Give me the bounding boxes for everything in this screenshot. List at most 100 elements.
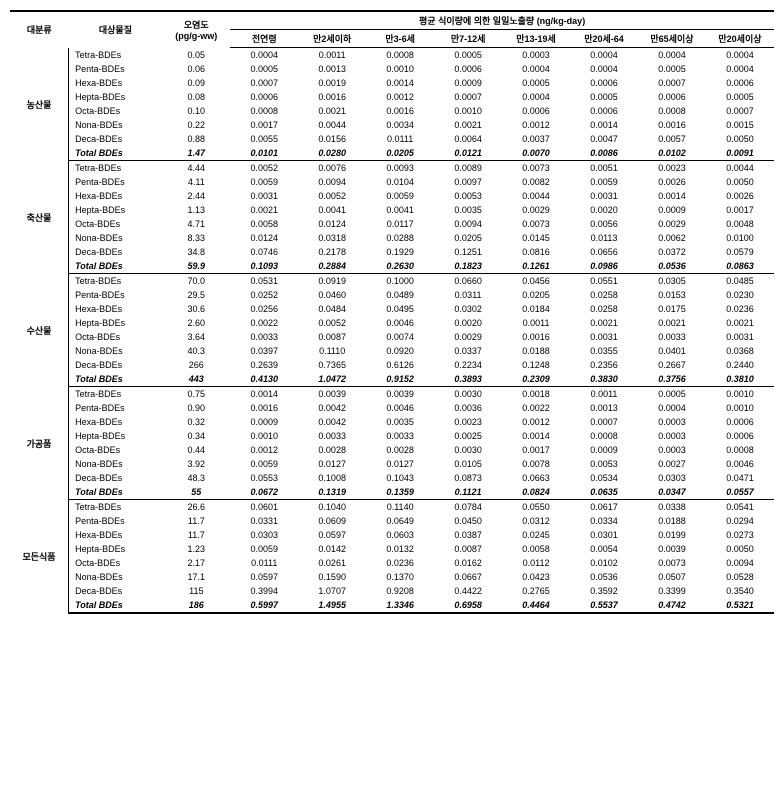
value-cell: 0.0121 xyxy=(434,146,502,161)
value-cell: 0.0006 xyxy=(638,90,706,104)
value-cell: 0.0041 xyxy=(366,203,434,217)
value-cell: 0.0006 xyxy=(502,104,570,118)
value-cell: 0.0018 xyxy=(502,387,570,402)
category-cell: 수산물 xyxy=(10,274,69,387)
contamination-cell: 48.3 xyxy=(162,471,230,485)
value-cell: 0.1093 xyxy=(230,259,298,274)
value-cell: 0.0028 xyxy=(366,443,434,457)
category-cell: 모든식품 xyxy=(10,500,69,614)
value-cell: 0.0368 xyxy=(706,344,774,358)
value-cell: 0.0004 xyxy=(570,48,638,63)
substance-cell: Deca-BDEs xyxy=(69,245,163,259)
value-cell: 0.0052 xyxy=(298,316,366,330)
value-cell: 0.0617 xyxy=(570,500,638,515)
value-cell: 0.1590 xyxy=(298,570,366,584)
table-row: 축산물Tetra-BDEs4.440.00520.00760.00930.008… xyxy=(10,161,774,176)
value-cell: 0.1040 xyxy=(298,500,366,515)
contamination-cell: 29.5 xyxy=(162,288,230,302)
value-cell: 0.0093 xyxy=(366,161,434,176)
value-cell: 0.0016 xyxy=(366,104,434,118)
substance-cell: Nona-BDEs xyxy=(69,570,163,584)
value-cell: 0.0014 xyxy=(570,118,638,132)
value-cell: 0.0094 xyxy=(706,556,774,570)
value-cell: 0.0003 xyxy=(502,48,570,63)
value-cell: 0.0603 xyxy=(366,528,434,542)
table-row: Nona-BDEs3.920.00590.01270.01270.01050.0… xyxy=(10,457,774,471)
value-cell: 0.0044 xyxy=(706,161,774,176)
value-cell: 0.0026 xyxy=(706,189,774,203)
value-cell: 0.0667 xyxy=(434,570,502,584)
value-cell: 0.0006 xyxy=(570,76,638,90)
value-cell: 0.1261 xyxy=(502,259,570,274)
table-row: Hepta-BDEs0.340.00100.00330.00330.00250.… xyxy=(10,429,774,443)
substance-cell: Hepta-BDEs xyxy=(69,429,163,443)
value-cell: 0.0006 xyxy=(230,90,298,104)
value-cell: 0.0059 xyxy=(570,175,638,189)
value-cell: 0.0059 xyxy=(230,542,298,556)
value-cell: 0.0046 xyxy=(706,457,774,471)
value-cell: 0.0007 xyxy=(230,76,298,90)
value-cell: 0.0553 xyxy=(230,471,298,485)
value-cell: 0.0013 xyxy=(570,401,638,415)
value-cell: 0.0039 xyxy=(298,387,366,402)
value-cell: 0.0037 xyxy=(502,132,570,146)
contamination-label: 오염도 xyxy=(184,20,209,30)
table-row: Octa-BDEs0.440.00120.00280.00280.00300.0… xyxy=(10,443,774,457)
value-cell: 0.0014 xyxy=(502,429,570,443)
value-cell: 0.0082 xyxy=(502,175,570,189)
value-cell: 0.0252 xyxy=(230,288,298,302)
value-cell: 0.0012 xyxy=(230,443,298,457)
value-cell: 0.0026 xyxy=(638,175,706,189)
value-cell: 0.0311 xyxy=(434,288,502,302)
value-cell: 0.0006 xyxy=(706,415,774,429)
substance-cell: Deca-BDEs xyxy=(69,132,163,146)
header-exposure-group: 평균 식이량에 의한 일일노출량 (ng/kg-day) xyxy=(230,11,774,30)
value-cell: 0.0021 xyxy=(298,104,366,118)
value-cell: 0.0004 xyxy=(638,401,706,415)
table-row: Octa-BDEs0.100.00080.00210.00160.00100.0… xyxy=(10,104,774,118)
table-row: Hexa-BDEs0.320.00090.00420.00350.00230.0… xyxy=(10,415,774,429)
value-cell: 0.0058 xyxy=(230,217,298,231)
value-cell: 0.3994 xyxy=(230,584,298,598)
value-cell: 0.0031 xyxy=(706,330,774,344)
contamination-cell: 59.9 xyxy=(162,259,230,274)
value-cell: 0.0008 xyxy=(366,48,434,63)
contamination-cell: 0.75 xyxy=(162,387,230,402)
value-cell: 0.0288 xyxy=(366,231,434,245)
value-cell: 0.0008 xyxy=(570,429,638,443)
table-row: Hepta-BDEs0.080.00060.00160.00120.00070.… xyxy=(10,90,774,104)
value-cell: 0.0013 xyxy=(298,62,366,76)
value-cell: 0.0331 xyxy=(230,514,298,528)
value-cell: 0.3540 xyxy=(706,584,774,598)
substance-cell: Penta-BDEs xyxy=(69,62,163,76)
substance-cell: Hexa-BDEs xyxy=(69,302,163,316)
value-cell: 0.0006 xyxy=(434,62,502,76)
value-cell: 0.1140 xyxy=(366,500,434,515)
category-cell: 농산물 xyxy=(10,48,69,161)
contamination-cell: 0.44 xyxy=(162,443,230,457)
contamination-cell: 40.3 xyxy=(162,344,230,358)
value-cell: 0.0074 xyxy=(366,330,434,344)
value-cell: 0.0058 xyxy=(502,542,570,556)
value-cell: 0.3830 xyxy=(570,372,638,387)
value-cell: 0.0046 xyxy=(366,401,434,415)
value-cell: 0.0011 xyxy=(502,316,570,330)
value-cell: 0.0029 xyxy=(502,203,570,217)
value-cell: 0.0055 xyxy=(230,132,298,146)
value-cell: 0.0011 xyxy=(570,387,638,402)
value-cell: 0.0073 xyxy=(502,161,570,176)
value-cell: 0.0046 xyxy=(366,316,434,330)
value-cell: 0.0236 xyxy=(706,302,774,316)
value-cell: 0.0023 xyxy=(638,161,706,176)
value-cell: 0.0056 xyxy=(570,217,638,231)
table-row: Nona-BDEs8.330.01240.03180.02880.02050.0… xyxy=(10,231,774,245)
value-cell: 0.0033 xyxy=(638,330,706,344)
value-cell: 0.0920 xyxy=(366,344,434,358)
table-row: Penta-BDEs4.110.00590.00940.01040.00970.… xyxy=(10,175,774,189)
value-cell: 0.0022 xyxy=(502,401,570,415)
value-cell: 0.0017 xyxy=(502,443,570,457)
value-cell: 0.0199 xyxy=(638,528,706,542)
table-row: Hexa-BDEs11.70.03030.05970.06030.03870.0… xyxy=(10,528,774,542)
value-cell: 0.0188 xyxy=(638,514,706,528)
value-cell: 0.0663 xyxy=(502,471,570,485)
